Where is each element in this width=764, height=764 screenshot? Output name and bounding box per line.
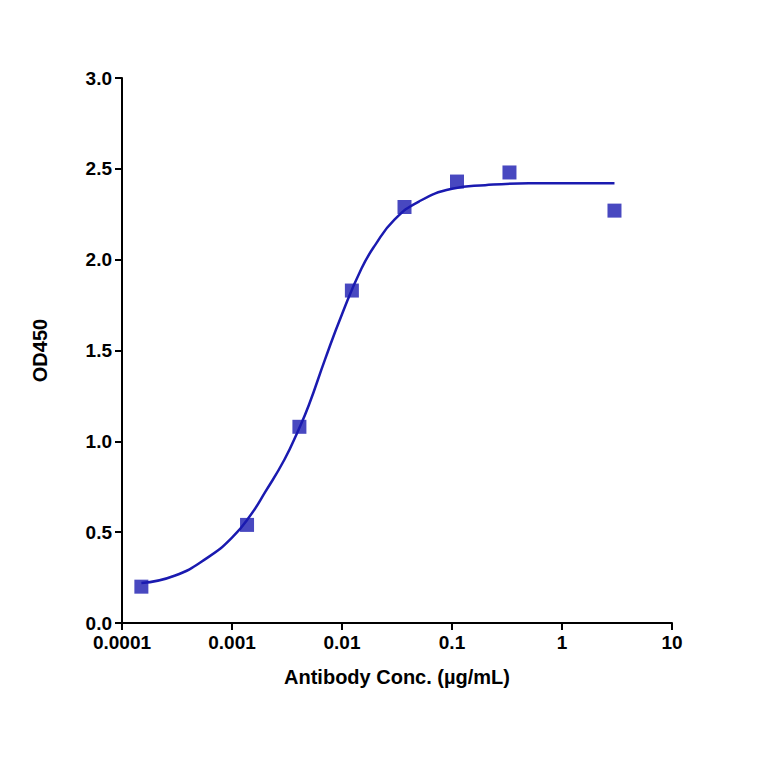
svg-text:0.001: 0.001 — [208, 632, 256, 653]
svg-text:0.01: 0.01 — [324, 632, 361, 653]
svg-text:2.5: 2.5 — [86, 158, 113, 179]
svg-text:3.0: 3.0 — [86, 68, 112, 89]
svg-text:Antibody Conc. (µg/mL): Antibody Conc. (µg/mL) — [284, 666, 510, 688]
svg-text:1: 1 — [557, 632, 568, 653]
svg-text:0.1: 0.1 — [439, 632, 466, 653]
svg-text:2.0: 2.0 — [86, 249, 112, 270]
svg-text:0.0: 0.0 — [86, 613, 112, 634]
svg-text:10: 10 — [661, 632, 682, 653]
svg-text:OD450: OD450 — [29, 319, 51, 382]
svg-text:1.0: 1.0 — [86, 431, 112, 452]
svg-text:1.5: 1.5 — [86, 340, 113, 361]
svg-text:0.0001: 0.0001 — [93, 632, 152, 653]
svg-text:0.5: 0.5 — [86, 522, 113, 543]
